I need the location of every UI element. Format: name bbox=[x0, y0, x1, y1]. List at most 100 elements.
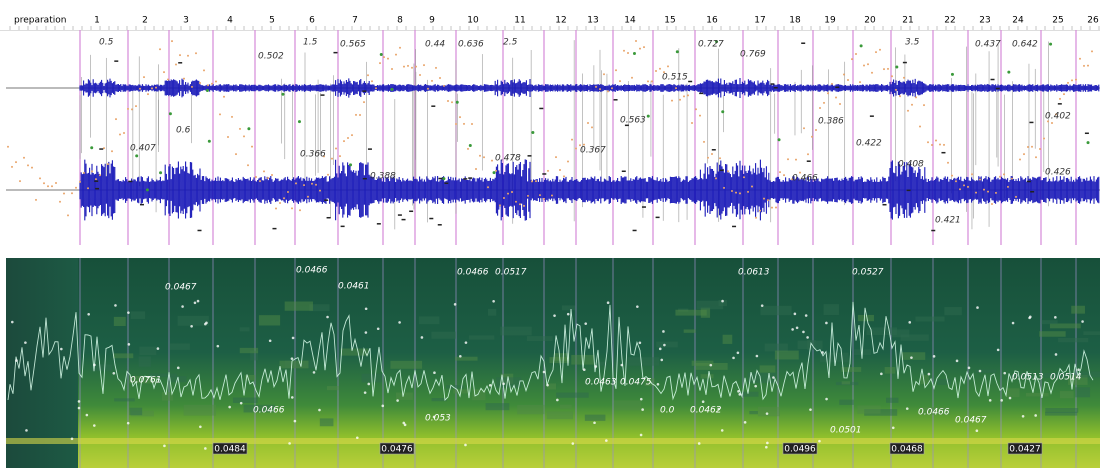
pitch-dot bbox=[231, 116, 233, 118]
pitch-dot bbox=[131, 108, 133, 110]
pitch-point bbox=[291, 396, 294, 399]
pitch-dot bbox=[7, 146, 9, 148]
note-mark bbox=[333, 52, 337, 54]
pitch-dot bbox=[307, 196, 309, 198]
green-mark bbox=[469, 144, 472, 147]
spectral-blob bbox=[419, 316, 440, 324]
pitch-dot bbox=[43, 182, 45, 184]
green-mark bbox=[456, 101, 459, 104]
pitch-point bbox=[365, 331, 368, 334]
note-mark bbox=[377, 223, 381, 225]
annotation-label: 0.0466 bbox=[253, 406, 285, 416]
spectral-blob bbox=[1083, 331, 1100, 335]
pitch-point bbox=[454, 303, 457, 306]
pitch-dot bbox=[327, 174, 329, 176]
green-mark bbox=[208, 140, 211, 143]
pitch-dot bbox=[243, 135, 245, 137]
spectral-blob bbox=[240, 348, 258, 353]
pitch-dot bbox=[903, 77, 905, 79]
pitch-dot bbox=[335, 148, 337, 150]
pitch-dot bbox=[763, 198, 765, 200]
pitch-dot bbox=[907, 110, 909, 112]
pitch-dot bbox=[615, 69, 617, 71]
spectral-blob bbox=[527, 336, 553, 341]
pitch-dot bbox=[1027, 146, 1029, 148]
note-mark bbox=[1085, 133, 1089, 135]
pitch-point bbox=[772, 376, 775, 379]
pitch-dot bbox=[399, 47, 401, 49]
spectral-blob bbox=[1041, 320, 1057, 324]
pitch-point bbox=[640, 398, 643, 401]
pitch-dot bbox=[983, 189, 985, 191]
green-mark bbox=[206, 89, 209, 92]
pitch-point bbox=[910, 356, 913, 359]
pitch-dot bbox=[367, 74, 369, 76]
annotation-label: 0.563 bbox=[620, 116, 646, 126]
pitch-dot bbox=[771, 207, 773, 209]
pitch-point bbox=[502, 382, 505, 385]
pitch-dot bbox=[187, 55, 189, 57]
ruler-border bbox=[0, 30, 1100, 31]
pitch-dot bbox=[347, 137, 349, 139]
annotation-label: 0.0613 bbox=[738, 268, 770, 278]
annotation-label: 0.0527 bbox=[852, 268, 884, 278]
pitch-point bbox=[1077, 368, 1080, 371]
pitch-dot bbox=[471, 123, 473, 125]
pitch-dot bbox=[427, 88, 429, 90]
pitch-dot bbox=[87, 187, 89, 189]
pitch-dot bbox=[423, 64, 425, 66]
pitch-dot bbox=[463, 123, 465, 125]
pitch-point bbox=[205, 322, 208, 325]
pitch-dot bbox=[411, 67, 413, 69]
pitch-point bbox=[709, 364, 712, 367]
pitch-dot bbox=[611, 87, 613, 89]
ruler-label: 14 bbox=[624, 16, 636, 26]
green-mark bbox=[676, 50, 679, 53]
pitch-dot bbox=[631, 77, 633, 79]
note-mark bbox=[774, 87, 778, 89]
annotation-label: 0.0501 bbox=[830, 426, 862, 436]
pitch-dot bbox=[743, 176, 745, 178]
pitch-point bbox=[1009, 397, 1012, 400]
note-mark bbox=[140, 204, 144, 206]
annotation-label: 0.0513 bbox=[1012, 373, 1044, 383]
spectral-blob bbox=[915, 317, 944, 322]
pitch-point bbox=[1054, 316, 1057, 319]
ruler-label: 3 bbox=[183, 16, 189, 26]
pitch-dot bbox=[651, 80, 653, 82]
pitch-point bbox=[71, 437, 74, 440]
pitch-point bbox=[128, 343, 131, 346]
spectral-blob bbox=[921, 375, 929, 384]
pitch-point bbox=[269, 339, 272, 342]
annotation-label: 0.408 bbox=[898, 160, 924, 170]
pitch-point bbox=[24, 341, 27, 344]
spectral-blob bbox=[937, 379, 951, 385]
pitch-dot bbox=[1031, 146, 1033, 148]
pitch-point bbox=[989, 399, 992, 402]
annotation-label: 0.0514 bbox=[1050, 373, 1082, 383]
pitch-point bbox=[228, 406, 231, 409]
spectral-blob bbox=[517, 405, 544, 414]
pitch-dot bbox=[331, 158, 333, 160]
spectral-blob bbox=[320, 418, 334, 426]
pitch-dot bbox=[171, 40, 173, 42]
note-mark bbox=[341, 226, 345, 228]
annotation-label: 0.0467 bbox=[165, 283, 197, 293]
pitch-point bbox=[721, 300, 724, 303]
pitch-dot bbox=[435, 67, 437, 69]
pitch-point bbox=[880, 373, 883, 376]
pitch-dot bbox=[931, 144, 933, 146]
pitch-point bbox=[794, 313, 797, 316]
pitch-point bbox=[892, 427, 895, 430]
pitch-dot bbox=[619, 80, 621, 82]
annotation-label: 0.421 bbox=[935, 216, 961, 226]
pitch-dot bbox=[79, 181, 81, 183]
annotation-label: 0.0461 bbox=[338, 282, 370, 292]
ruler-label: preparation bbox=[14, 16, 66, 26]
pitch-dot bbox=[503, 197, 505, 199]
pitch-dot bbox=[867, 63, 869, 65]
ruler-label: 20 bbox=[864, 16, 876, 26]
pitch-dot bbox=[979, 178, 981, 180]
green-mark bbox=[1007, 71, 1010, 74]
pitch-dot bbox=[879, 49, 881, 51]
